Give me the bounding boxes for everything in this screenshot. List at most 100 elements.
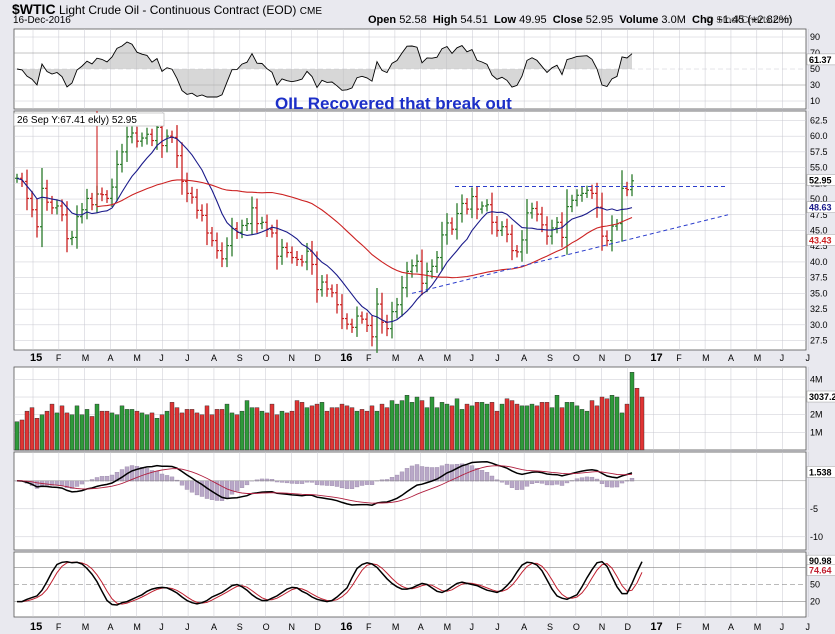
x-tick-label: J (185, 622, 190, 632)
macd-histogram-bar (149, 470, 155, 482)
x-tick-label: F (676, 353, 682, 363)
volume-bar (609, 395, 615, 451)
price-y-tick: 37.5 (810, 273, 828, 283)
macd-histogram-bar (289, 480, 295, 484)
macd-histogram-bar (509, 480, 515, 488)
volume-bar (34, 418, 40, 451)
macd-histogram-bar (564, 480, 570, 484)
volume-bar (489, 402, 495, 451)
stochastic-k-tag: 90.98 (809, 556, 832, 566)
macd-histogram-bar (314, 480, 320, 485)
volume-bar (394, 403, 400, 451)
x-tick-label: N (289, 353, 296, 363)
x-tick-label: J (159, 622, 164, 632)
macd-histogram-bar (454, 463, 460, 482)
x-tick-label: N (599, 353, 606, 363)
volume-bar (209, 414, 215, 451)
x-tick-label: J (780, 622, 785, 632)
macd-histogram-bar (109, 474, 115, 482)
x-tick-label: A (211, 353, 217, 363)
macd-histogram-bar (129, 465, 135, 482)
x-tick-label: J (780, 353, 785, 363)
volume-bar (164, 410, 170, 451)
volume-bar (239, 410, 245, 451)
x-tick-label: M (444, 353, 452, 363)
x-tick-label: A (108, 622, 114, 632)
volume-bar (499, 403, 505, 451)
volume-bar (39, 414, 45, 451)
stochastic-d-tag: 74.64 (809, 565, 832, 575)
volume-bar (114, 414, 120, 451)
x-tick-label: 17 (650, 621, 662, 633)
macd-histogram-bar (54, 480, 60, 486)
x-tick-label: J (495, 353, 500, 363)
rsi-y-tick: 50 (810, 64, 820, 74)
x-tick-label: A (521, 622, 527, 632)
macd-histogram-bar (579, 477, 585, 482)
macd-histogram-bar (229, 480, 235, 495)
stochastic-y-tick: 50 (810, 580, 820, 590)
volume-bar (404, 395, 410, 451)
volume-bar (334, 407, 340, 451)
macd-histogram-bar (614, 480, 620, 488)
macd-histogram-bar (584, 476, 590, 482)
stochastic-y-tick: 20 (810, 597, 820, 607)
x-tick-label: M (82, 622, 90, 632)
x-tick-label: A (728, 622, 734, 632)
macd-histogram-bar (284, 480, 290, 484)
volume-bar (154, 418, 160, 451)
ma-fast-tag-bg (806, 201, 835, 213)
macd-histogram-bar (99, 476, 105, 482)
macd-histogram-bar (489, 475, 495, 482)
volume-bar (309, 405, 315, 451)
volume-bar (264, 412, 270, 451)
stockcharts-logo: © StockCharts.com (706, 15, 793, 26)
x-tick-label: J (185, 353, 190, 363)
macd-histogram-bar (514, 480, 520, 490)
macd-histogram-bar (479, 470, 485, 482)
volume-bar (179, 412, 185, 451)
price-y-tick: 32.5 (810, 304, 828, 314)
x-tick-label: D (314, 622, 321, 632)
volume-bar (569, 402, 575, 451)
x-tick-label: M (444, 622, 452, 632)
x-tick-label: J (806, 622, 811, 632)
volume-bar (134, 410, 140, 451)
volume-bar (464, 403, 470, 451)
stochastic-k-line (17, 560, 643, 606)
x-tick-label: J (159, 353, 164, 363)
volume-bar (159, 414, 165, 451)
x-tick-label: M (754, 622, 762, 632)
x-tick-label: O (573, 353, 580, 363)
macd-histogram-bar (189, 480, 195, 493)
volume-y-tick: 2M (810, 410, 823, 420)
macd-histogram-bar (139, 467, 145, 482)
macd-histogram-bar (164, 475, 170, 482)
macd-histogram-bar (329, 480, 335, 486)
x-tick-label: S (547, 353, 553, 363)
legend-label: 26 Sep Y:67.41 ekly) 52.95 (17, 115, 137, 126)
volume-bar (514, 403, 520, 451)
x-tick-label: F (366, 622, 372, 632)
macd-histogram-bar (154, 470, 160, 482)
x-tick-label: N (289, 622, 296, 632)
macd-histogram-bar (294, 480, 300, 484)
price-y-tick: 55.0 (810, 163, 828, 173)
x-tick-label: S (547, 622, 553, 632)
macd-histogram-bar (459, 463, 465, 482)
macd-histogram-bar (59, 480, 65, 486)
volume-bar (184, 409, 190, 451)
volume-bar (139, 412, 145, 451)
volume-bar (124, 409, 130, 451)
x-tick-label: A (108, 353, 114, 363)
volume-bar (484, 403, 490, 451)
volume-bar (304, 407, 310, 451)
x-tick-label: M (133, 353, 141, 363)
volume-bar (109, 412, 115, 451)
volume-bar (459, 409, 465, 451)
volume-bar (614, 396, 620, 451)
price-y-tick: 47.5 (810, 210, 828, 220)
volume-bar (559, 407, 565, 451)
